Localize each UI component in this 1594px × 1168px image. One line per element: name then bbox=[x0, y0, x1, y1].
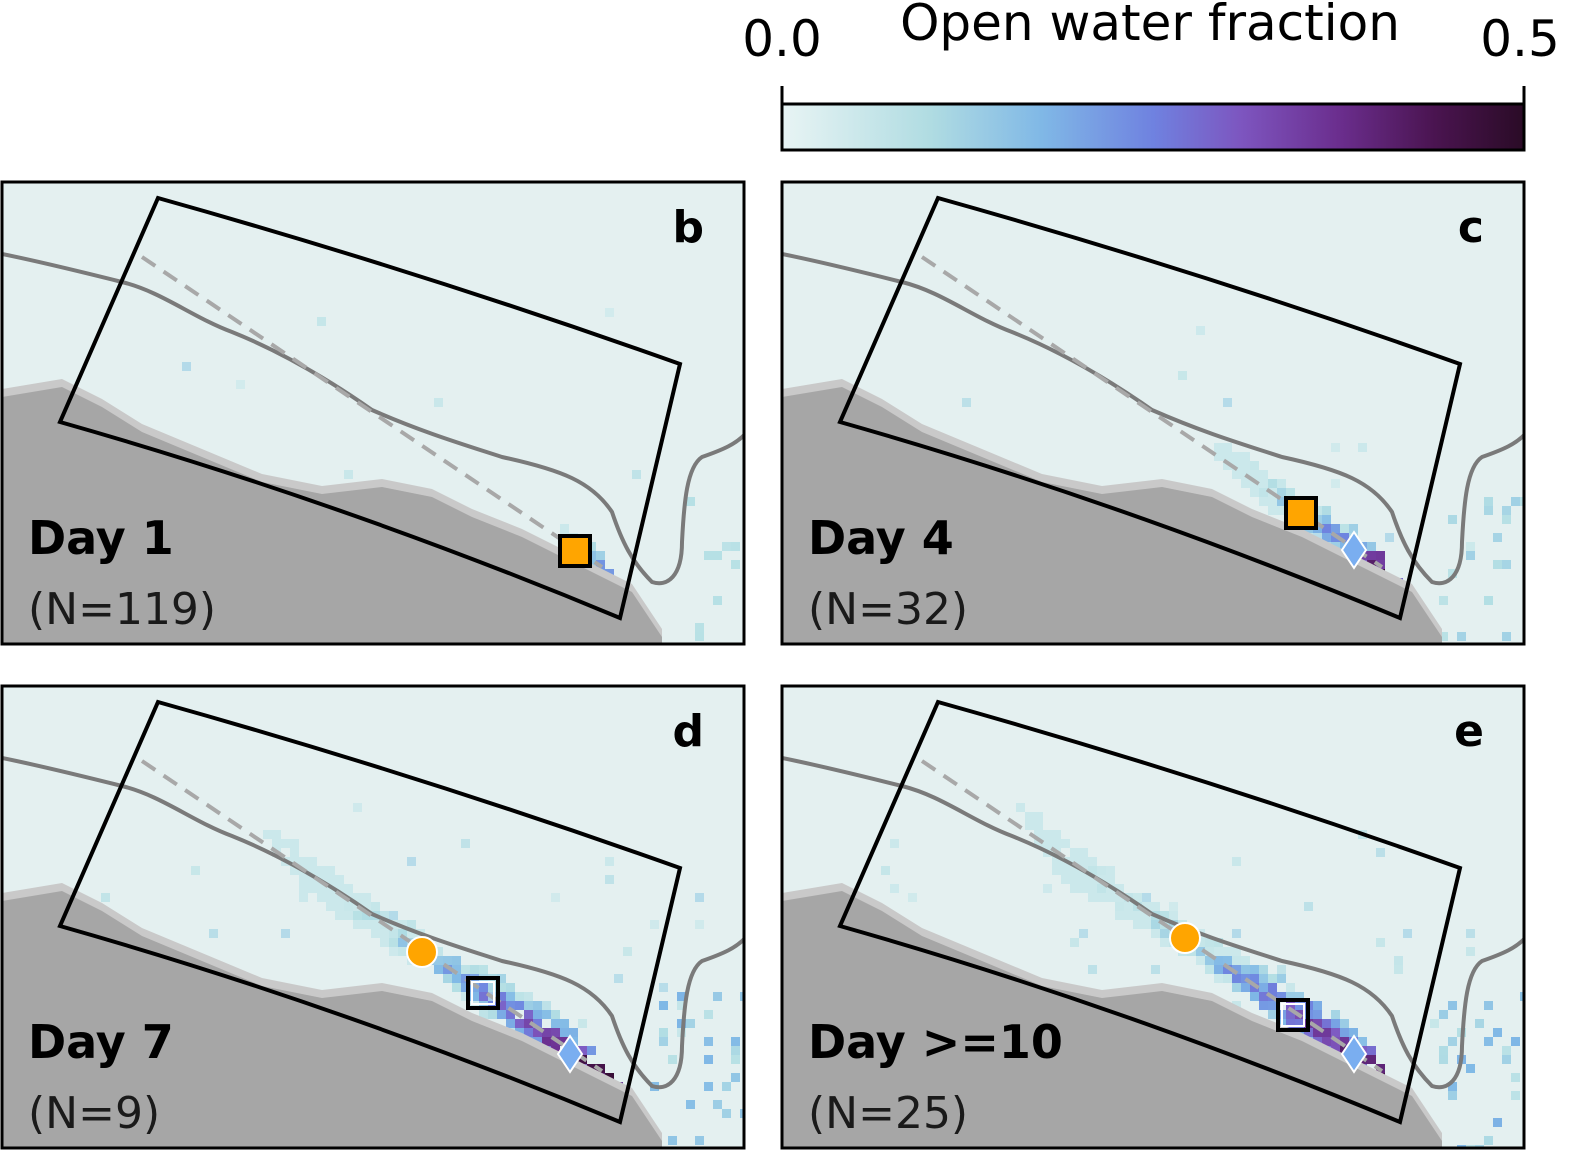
panel-day-label: Day 1 bbox=[28, 511, 174, 565]
domain-outline bbox=[57, 699, 683, 1125]
colorbar-title: Open water fraction bbox=[900, 0, 1400, 52]
domain-outline bbox=[837, 195, 1463, 621]
transect-line bbox=[920, 255, 1384, 569]
transect-line bbox=[140, 255, 604, 569]
domain-outline bbox=[837, 699, 1463, 1125]
land-mass bbox=[2, 387, 662, 644]
panel-day-label: Day 7 bbox=[28, 1015, 174, 1069]
panel-letter: d bbox=[673, 706, 705, 757]
markers bbox=[558, 534, 592, 568]
endpoint-diamond-marker bbox=[556, 1034, 584, 1074]
origin-circle-marker bbox=[406, 936, 438, 968]
coastline bbox=[782, 756, 1524, 1090]
transect-line bbox=[140, 759, 604, 1073]
panel-sample-count: (N=32) bbox=[808, 584, 968, 635]
mean-square-marker bbox=[1276, 998, 1310, 1032]
land-mass bbox=[2, 891, 662, 1148]
colorbar-min-label: 0.0 bbox=[742, 10, 822, 68]
endpoint-diamond-marker bbox=[1340, 1034, 1368, 1074]
map-panel-c: c Day 4 (N=32) bbox=[780, 180, 1526, 646]
land-mass bbox=[782, 891, 1442, 1148]
map-panel-e: e Day >=10 (N=25) bbox=[780, 684, 1526, 1150]
panel-letter: c bbox=[1458, 202, 1484, 253]
map-panels: b Day 1 (N=119) c Day 4 (N=32) d Day 7 (N=9) e Day… bbox=[0, 180, 1526, 1150]
colorbar-max-label: 0.5 bbox=[1480, 10, 1560, 68]
coastline bbox=[2, 252, 744, 586]
colorbar-gradient bbox=[780, 102, 1526, 152]
colorbar: Open water fraction 0.0 0.5 bbox=[742, 0, 1560, 152]
endpoint-diamond-marker bbox=[1340, 530, 1368, 570]
markers bbox=[406, 936, 584, 1074]
panel-sample-count: (N=9) bbox=[28, 1088, 160, 1139]
origin-circle-marker bbox=[1169, 922, 1201, 954]
markers bbox=[1169, 922, 1368, 1074]
panel-border bbox=[780, 684, 1526, 1150]
panel-letter: e bbox=[1454, 706, 1484, 757]
panel-letter: b bbox=[673, 202, 705, 253]
panel-sample-count: (N=119) bbox=[28, 584, 216, 635]
origin-square-marker bbox=[1284, 496, 1318, 530]
panel-border bbox=[0, 684, 746, 1150]
land-mass bbox=[782, 387, 1442, 644]
origin-square-marker bbox=[558, 534, 592, 568]
transect-line bbox=[920, 759, 1384, 1073]
panel-day-label: Day >=10 bbox=[808, 1015, 1063, 1069]
mean-square-marker bbox=[466, 976, 500, 1010]
panel-sample-count: (N=25) bbox=[808, 1088, 968, 1139]
domain-outline bbox=[57, 195, 683, 621]
map-panel-d: d Day 7 (N=9) bbox=[0, 684, 746, 1150]
panel-border bbox=[780, 180, 1526, 646]
panel-border bbox=[0, 180, 746, 646]
panel-day-label: Day 4 bbox=[808, 511, 954, 565]
coastline bbox=[2, 756, 744, 1090]
markers bbox=[1284, 496, 1368, 570]
coastline bbox=[782, 252, 1524, 586]
map-panel-b: b Day 1 (N=119) bbox=[0, 180, 746, 646]
